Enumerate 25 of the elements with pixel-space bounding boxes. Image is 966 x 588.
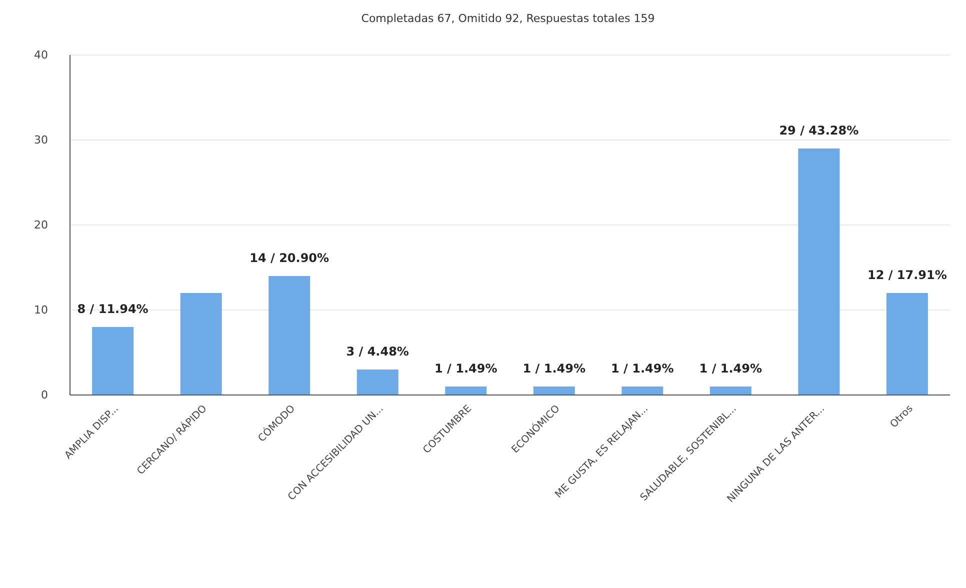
bar (798, 148, 840, 395)
chart-title: Completadas 67, Omitido 92, Respuestas totales 159 (361, 12, 655, 25)
data-label: 3 / 4.48% (346, 344, 409, 358)
bar (622, 386, 664, 395)
data-label: 1 / 1.49% (611, 362, 674, 376)
bar (356, 370, 398, 395)
data-label: 14 / 20.90% (250, 251, 330, 265)
bar (92, 327, 134, 395)
bar (268, 276, 310, 395)
bar (180, 293, 222, 395)
y-tick-label: 0 (41, 388, 48, 402)
bar (533, 386, 575, 395)
data-label: 29 / 43.28% (779, 124, 859, 138)
y-tick-label: 30 (34, 134, 48, 147)
data-label: 12 / 17.91% (867, 268, 947, 282)
y-tick-label: 10 (34, 304, 48, 317)
y-tick-label: 20 (34, 218, 48, 232)
bar (886, 293, 928, 395)
data-label: 1 / 1.49% (699, 362, 762, 376)
data-label: 8 / 11.94% (77, 302, 148, 316)
bar (710, 386, 752, 395)
data-label: 1 / 1.49% (434, 362, 498, 376)
y-tick-label: 40 (34, 48, 48, 62)
bar (445, 386, 487, 395)
data-label: 1 / 1.49% (522, 362, 586, 376)
